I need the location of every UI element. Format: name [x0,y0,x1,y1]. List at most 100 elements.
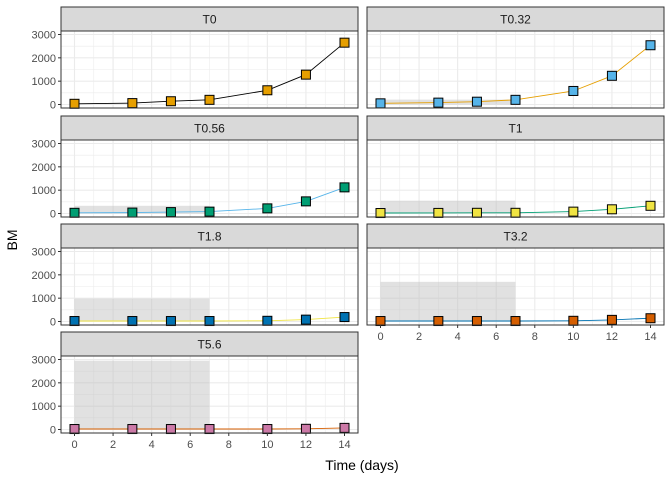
x-tick-label: 4 [455,331,461,343]
data-point [69,424,80,435]
data-point [127,316,138,327]
data-point [300,69,311,80]
x-tick-label: 2 [110,439,116,451]
panel-T0: T0 0 1000 2000 3000 [32,6,359,112]
panel-border [60,247,359,326]
y-tick-label: 3000 [32,247,56,259]
x-tick-label: 6 [493,331,499,343]
strip-label: T5.6 [197,338,221,352]
data-point [69,98,80,109]
data-point [510,207,521,218]
x-tick-label: 12 [606,331,618,343]
y-tick-label: 1000 [32,185,56,197]
y-tick-label: 3000 [32,139,56,151]
y-tick-label: 2000 [32,53,56,65]
data-point [433,207,444,218]
data-point [165,96,176,107]
data-point [471,96,482,107]
exposure-band [380,200,516,214]
data-point [69,316,80,327]
data-point [606,70,617,81]
data-point [433,97,444,108]
strip-background [366,6,665,32]
panel-T3.2: T3.2 0 2 4 6 8 10 12 14 [366,223,665,343]
y-tick-label: 3000 [32,355,56,367]
y-tick-label: 0 [50,100,56,112]
data-point [606,314,617,325]
x-tick-label: 12 [300,439,312,451]
x-axis-title: Time (days) [325,457,398,473]
data-point [471,207,482,218]
panel-T5.6: T5.6 0 1000 2000 3000 0 2 4 6 8 10 12 14 [32,331,359,451]
x-tick-label: 0 [71,439,77,451]
strip-label: T1.8 [197,230,221,244]
y-tick-label: 1000 [32,293,56,305]
data-point [510,316,521,327]
strip-label: T0.32 [500,13,531,27]
panel-T1: T1 [366,115,665,219]
strip-background [366,115,665,141]
y-tick-label: 2000 [32,270,56,282]
data-point [339,182,350,193]
data-point [300,196,311,207]
x-tick-label: 8 [226,439,232,451]
panel-border [60,355,359,434]
x-tick-label: 6 [187,439,193,451]
strip-background [366,223,665,249]
data-point [645,200,656,211]
y-tick-label: 0 [50,317,56,329]
data-point [375,208,386,219]
data-point [262,424,273,435]
data-point [204,206,215,217]
panel-T0.56: T0.56 0 1000 2000 3000 [32,115,359,221]
strip-background [60,6,359,32]
panel-border [366,139,665,218]
data-point [262,203,273,214]
data-point [568,85,579,96]
strip-label: T1 [508,122,522,136]
exposure-band [380,281,516,322]
exposure-band [74,205,210,214]
y-tick-label: 0 [50,425,56,437]
data-point [568,315,579,326]
data-point [204,424,215,435]
data-point [645,40,656,51]
y-tick-label: 0 [50,209,56,221]
y-tick-label: 1000 [32,76,56,88]
data-point [127,424,138,435]
strip-label: T0 [202,13,216,27]
data-point [375,98,386,109]
x-tick-label: 10 [261,439,273,451]
exposure-band [74,298,210,322]
y-tick-label: 2000 [32,162,56,174]
data-point [645,313,656,324]
panel-border [366,247,665,326]
strip-background [60,115,359,141]
data-point [510,94,521,105]
data-point [568,206,579,217]
data-point [165,424,176,435]
data-point [339,312,350,323]
data-point [606,204,617,215]
data-point [339,422,350,433]
y-axis-title: BM [4,230,20,251]
exposure-band [74,360,210,430]
panel-border [366,30,665,109]
data-point [204,94,215,105]
panel-border [60,139,359,218]
x-tick-label: 4 [149,439,155,451]
x-tick-label: 10 [567,331,579,343]
data-point [300,314,311,325]
strip-label: T0.56 [194,122,225,136]
data-point [69,207,80,218]
data-point [339,37,350,48]
panel-T1.8: T1.8 0 1000 2000 3000 [32,223,359,329]
data-point [471,316,482,327]
strip-label: T3.2 [503,230,527,244]
x-tick-label: 0 [377,331,383,343]
panel-T0.32: T0.32 [366,6,665,109]
data-point [127,98,138,109]
data-point [375,316,386,327]
data-point [433,316,444,327]
